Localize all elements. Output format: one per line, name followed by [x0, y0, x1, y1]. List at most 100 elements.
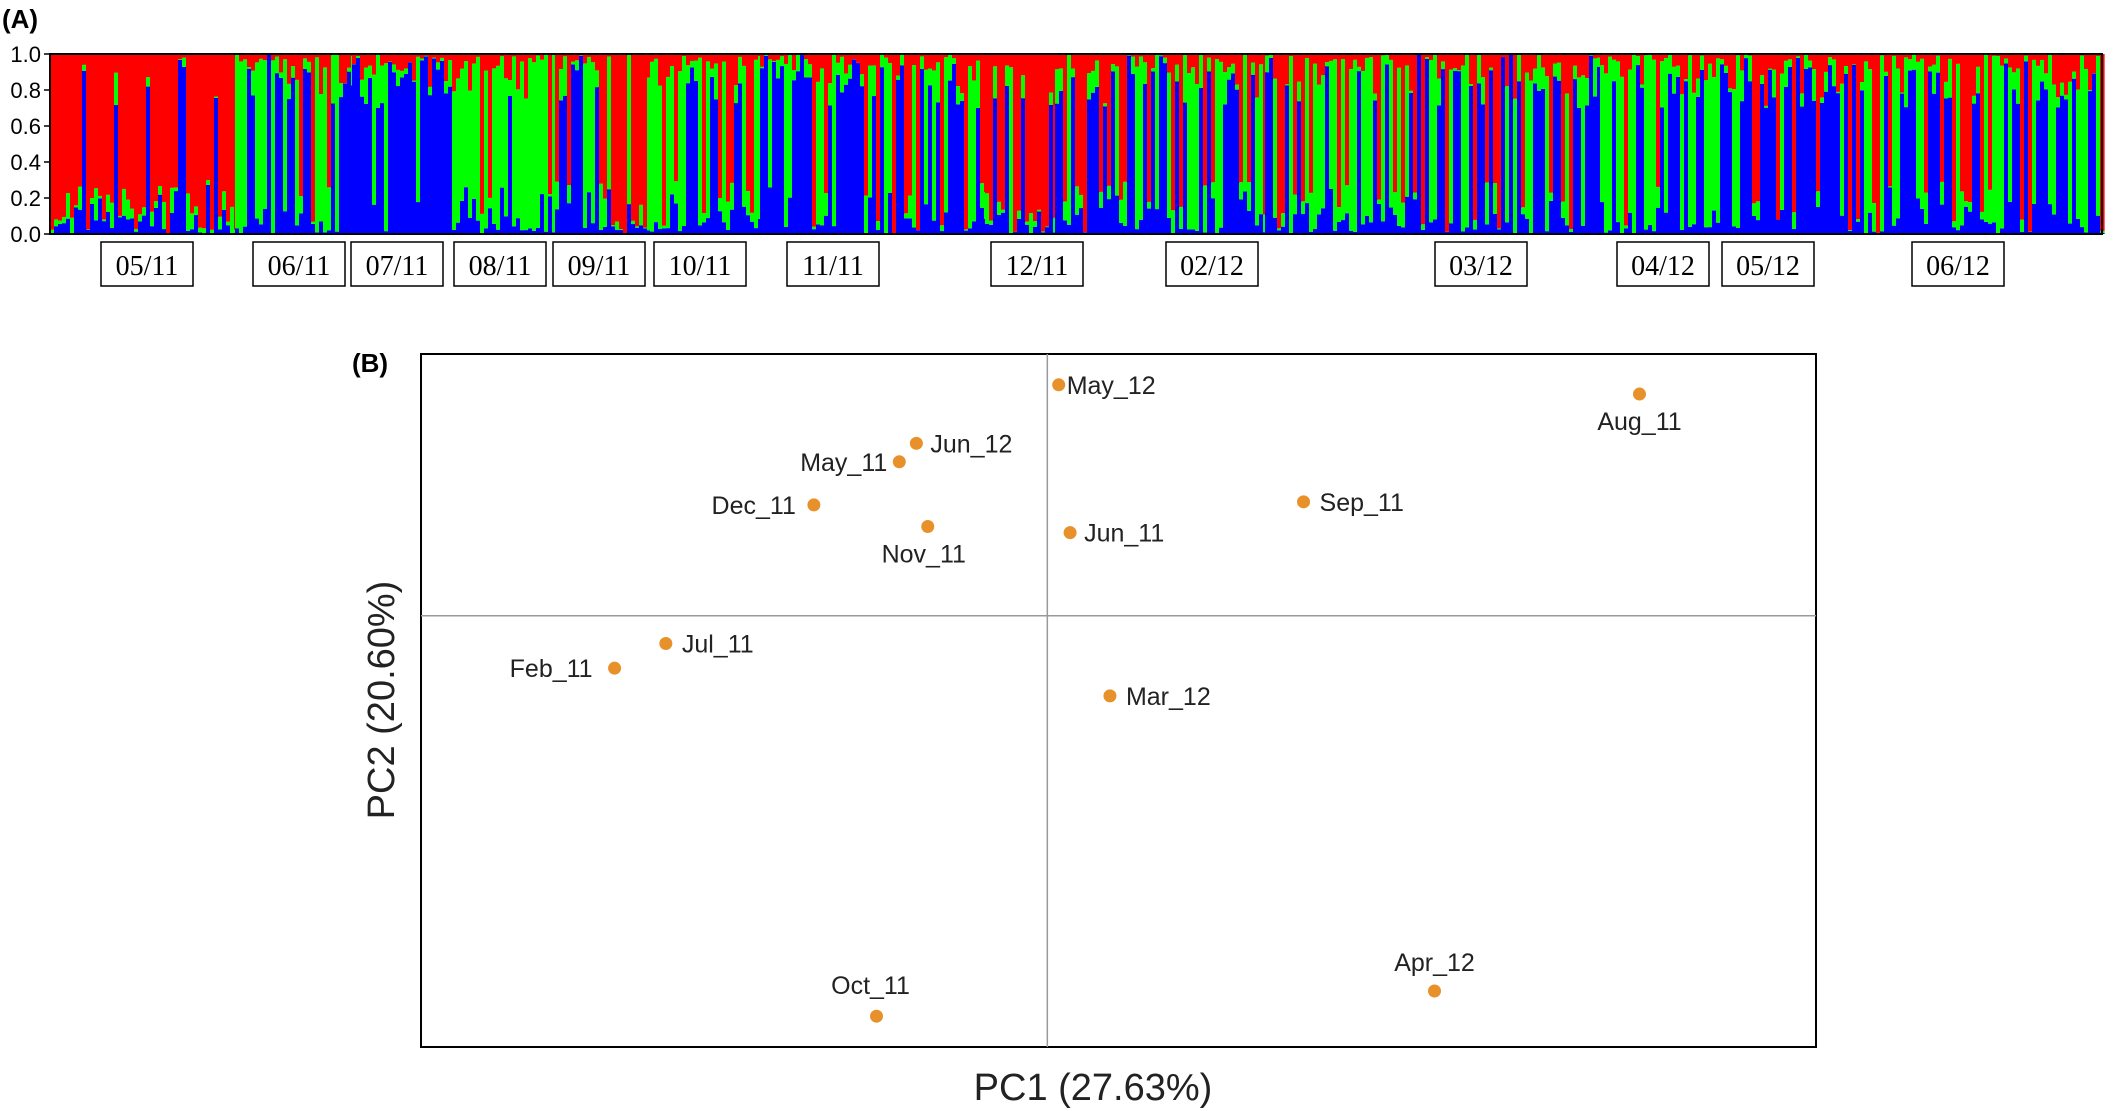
structure-bar-segment: [872, 54, 877, 66]
pca-plot-frame: [420, 353, 1817, 1048]
structure-bar-segment: [1087, 99, 1092, 234]
structure-bar-segment: [1251, 62, 1256, 75]
structure-bar-segment: [1401, 202, 1406, 228]
structure-bar-segment: [1115, 195, 1120, 234]
structure-bar-segment: [1207, 71, 1212, 234]
structure-bar-segment: [1852, 64, 1857, 66]
structure-bar-segment: [936, 62, 941, 103]
structure-bar-segment: [1505, 222, 1510, 234]
structure-bar-segment: [1449, 54, 1454, 70]
structure-bar-segment: [2016, 103, 2021, 235]
structure-bar-segment: [1437, 54, 1442, 79]
structure-bar-segment: [106, 54, 111, 195]
structure-bar-segment: [1485, 224, 1490, 234]
structure-bar-segment: [1884, 54, 1889, 72]
structure-bar-segment: [1660, 54, 1665, 62]
structure-bar-segment: [1293, 214, 1298, 234]
structure-bar-segment: [1433, 219, 1438, 234]
structure-bar-segment: [190, 229, 195, 234]
structure-bar-segment: [2096, 55, 2101, 216]
pca-x-label: PC1 (27.63%): [974, 1067, 1213, 1109]
structure-bar-segment: [440, 54, 445, 58]
structure-bar-segment: [2040, 81, 2045, 234]
structure-bar-segment: [259, 58, 264, 225]
structure-bar-segment: [976, 54, 981, 61]
structure-bar-segment: [658, 54, 663, 86]
structure-bar-segment: [1904, 54, 1909, 58]
structure-bar-segment: [1067, 54, 1072, 225]
structure-bar-segment: [303, 68, 308, 234]
structure-bar-segment: [587, 56, 592, 193]
structure-bar-segment: [896, 54, 901, 76]
structure-bar-segment: [456, 78, 461, 223]
structure-bar-segment: [327, 54, 332, 188]
structure-bar-segment: [520, 54, 525, 62]
structure-bar-segment: [746, 54, 751, 191]
structure-bar-segment: [764, 54, 769, 56]
structure-bar-segment: [1593, 58, 1598, 97]
structure-bar-segment: [1255, 54, 1260, 98]
structure-bar-segment: [639, 204, 644, 226]
pca-point-label: May_12: [1067, 372, 1156, 400]
structure-bar-segment: [686, 65, 691, 84]
structure-bar-segment: [772, 54, 777, 61]
structure-bar-segment: [1672, 54, 1677, 67]
structure-bar-segment: [1333, 59, 1338, 231]
structure-bar-segment: [1569, 54, 1574, 229]
structure-bar-segment: [674, 54, 679, 182]
y-tick-label: 0.8: [10, 78, 41, 103]
structure-bar-segment: [662, 228, 667, 234]
structure-bar-segment: [868, 65, 873, 198]
structure-bar-segment: [424, 56, 429, 235]
structure-bar-segment: [1429, 59, 1434, 223]
structure-bar-segment: [784, 63, 789, 227]
structure-bar-segment: [1908, 70, 1913, 234]
structure-bar-segment: [1223, 72, 1228, 105]
structure-bar-segment: [1151, 68, 1156, 72]
group-label: 02/12: [1180, 251, 1244, 282]
structure-bar-segment: [1712, 76, 1717, 211]
structure-bar-segment: [299, 196, 304, 214]
structure-bar-segment: [1037, 54, 1042, 210]
structure-bar-segment: [347, 67, 352, 72]
structure-bar-segment: [1892, 225, 1897, 234]
structure-bar-segment: [1247, 182, 1252, 211]
structure-bar-segment: [2048, 54, 2053, 205]
pca-point: [659, 637, 673, 651]
structure-bar-segment: [1385, 64, 1390, 234]
structure-bar-segment: [1916, 198, 1921, 234]
structure-bar-segment: [2072, 78, 2077, 234]
structure-bar-segment: [1231, 54, 1236, 64]
structure-bar-segment: [772, 60, 777, 62]
structure-bar-segment: [66, 218, 71, 234]
structure-bar-segment: [408, 62, 413, 235]
structure-bar-segment: [1736, 228, 1741, 234]
structure-bar-segment: [1780, 54, 1785, 74]
structure-bar-segment: [1103, 103, 1108, 107]
structure-bar-segment: [920, 69, 925, 234]
structure-bar-segment: [1976, 66, 1981, 94]
structure-bar-segment: [1489, 70, 1494, 235]
structure-bar-segment: [472, 54, 477, 64]
structure-bar-segment: [1932, 93, 1937, 234]
structure-bar-segment: [247, 66, 252, 69]
structure-bar-segment: [1756, 201, 1761, 221]
structure-bar-segment: [1211, 198, 1216, 234]
structure-bar-segment: [70, 217, 75, 234]
structure-bar-segment: [1732, 54, 1737, 90]
structure-bar-segment: [760, 66, 765, 69]
structure-bar-segment: [420, 60, 425, 234]
structure-bar-segment: [1309, 231, 1314, 234]
structure-bar-segment: [380, 65, 385, 104]
structure-bar-segment: [944, 54, 949, 58]
structure-bar-segment: [1333, 54, 1338, 60]
structure-bar-segment: [888, 54, 893, 64]
structure-bar-segment: [444, 54, 449, 82]
structure-bar-segment: [555, 54, 560, 182]
structure-bar-segment: [760, 54, 765, 67]
structure-bar-segment: [1692, 224, 1697, 234]
structure-bar-segment: [1820, 54, 1825, 98]
structure-bar-segment: [1119, 54, 1124, 200]
structure-bar-segment: [1972, 54, 1977, 96]
structure-bar-segment: [372, 204, 377, 234]
